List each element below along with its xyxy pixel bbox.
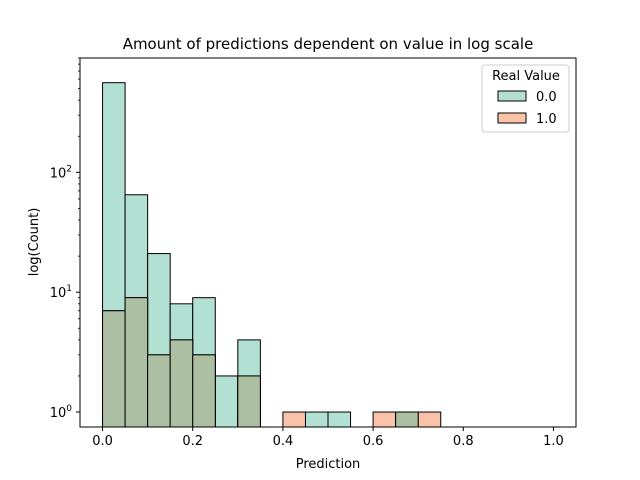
plot-frame	[79, 57, 577, 428]
x-tick-label-5: 1.0	[543, 434, 564, 449]
bar-overlap-0.00	[102, 310, 126, 428]
y-axis-label: log(Count)	[27, 208, 42, 277]
x-tick-label-4: 0.8	[453, 434, 474, 449]
x-tick-label-0: 0.0	[92, 434, 113, 449]
x-tick-label-2: 0.4	[273, 434, 294, 449]
legend-swatch-0-0	[497, 90, 527, 102]
bar-series-0-bin-8	[327, 411, 352, 428]
bar-series-0-bin-7	[304, 411, 329, 428]
chart-title: Amount of predictions dependent on value…	[123, 35, 534, 53]
x-tick-label-3: 0.6	[363, 434, 384, 449]
bar-overlap-0.05	[124, 297, 149, 428]
y-tick-label-0: 100	[50, 404, 73, 421]
bar-series-1-bin-9	[417, 411, 442, 428]
x-axis-label: Prediction	[296, 457, 361, 472]
legend: Real Value 0.0 1.0	[481, 64, 570, 133]
x-tick-label-1: 0.2	[182, 434, 203, 449]
legend-label-0-0: 0.0	[536, 90, 557, 105]
x-axis-ticks: 0.0 0.2 0.4 0.6 0.8 1.0	[92, 427, 564, 449]
bars-layer	[102, 82, 442, 428]
y-tick-label-2: 102	[50, 164, 72, 181]
y-axis-ticks: 100 101 102	[50, 57, 80, 421]
bar-overlap-0.30	[237, 375, 261, 428]
bar-overlap-0.10	[147, 354, 171, 428]
bar-series-0-bin-5	[214, 375, 239, 428]
bar-overlap-0.65	[395, 411, 419, 428]
legend-swatch-1-0	[497, 112, 527, 124]
bar-overlap-0.15	[169, 339, 194, 428]
bar-series-1-bin-6	[282, 411, 306, 428]
legend-title: Real Value	[492, 69, 560, 84]
legend-label-1-0: 1.0	[536, 112, 557, 127]
y-tick-label-1: 101	[50, 284, 72, 301]
bar-overlap-0.20	[192, 354, 216, 428]
bar-series-1-bin-7	[372, 411, 397, 428]
